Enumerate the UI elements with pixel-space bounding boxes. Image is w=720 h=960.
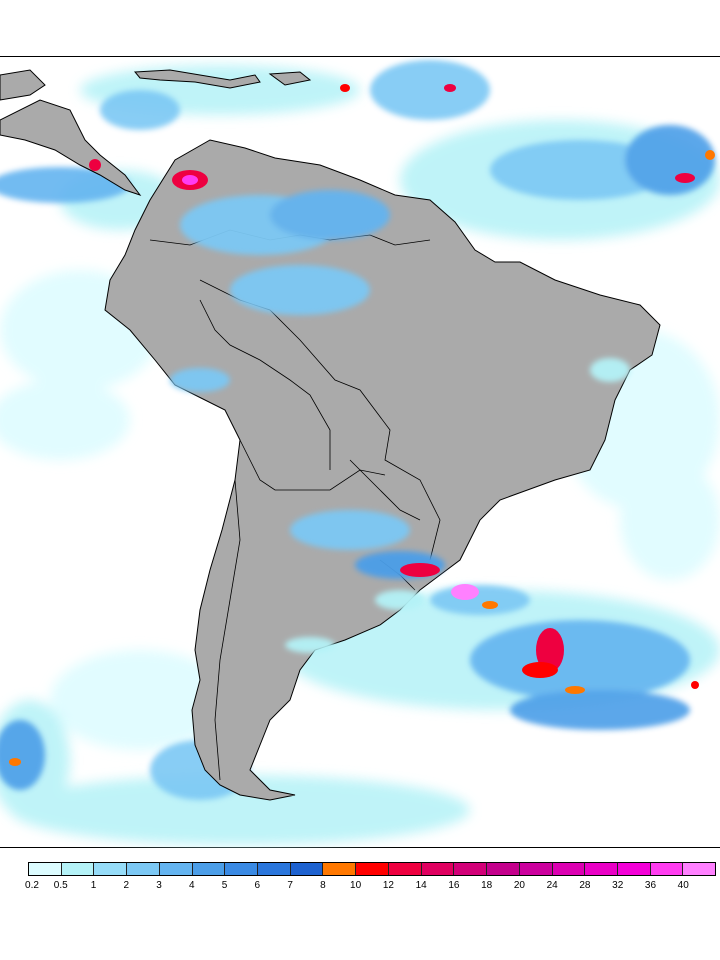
legend-tick-label: 1 (90, 880, 97, 891)
legend-swatch (159, 863, 193, 875)
legend-swatch (61, 863, 95, 875)
legend-tick-label: 36 (644, 880, 657, 891)
central-america-north (0, 69, 46, 101)
legend-tick-label: 40 (677, 880, 689, 891)
legend-swatch (356, 863, 389, 875)
legend-swatch (290, 863, 324, 875)
legend-tick-label: 10 (350, 880, 362, 891)
legend-tick-label: 28 (579, 880, 591, 891)
legend-tick-label: 14 (415, 880, 427, 891)
legend-tick-label: 6 (254, 880, 261, 891)
legend-tick-label: 24 (546, 880, 558, 891)
legend-swatch (192, 863, 226, 875)
legend-tick-label: 8 (320, 880, 326, 891)
legend-swatch (454, 863, 488, 875)
legend-swatch (258, 863, 291, 875)
hispaniola-island (268, 71, 312, 86)
legend-tick-label: 5 (221, 880, 228, 891)
legend-swatch (552, 863, 586, 875)
legend-tick-label: 16 (448, 880, 460, 891)
legend-tick-label: 0.5 (53, 880, 68, 891)
legend-swatch (127, 863, 160, 875)
legend-tick-label: 12 (382, 880, 394, 891)
central-america-land (0, 99, 142, 196)
legend-swatch (585, 863, 618, 875)
legend-tick-label: 32 (612, 880, 624, 891)
legend-tick-label: 2 (123, 880, 130, 891)
legend-swatch (225, 863, 259, 875)
legend-tick-label: 20 (513, 880, 525, 891)
legend-swatch (421, 863, 455, 875)
legend-tick-label: 7 (287, 880, 293, 891)
legend-swatch (683, 863, 716, 875)
precipitation-map (0, 60, 720, 845)
precip-legend-colorbar (28, 862, 716, 876)
legend-swatch (617, 863, 651, 875)
legend-swatch (519, 863, 553, 875)
legend-tick-label: 3 (156, 880, 162, 891)
heavy-precip-cores (9, 84, 715, 766)
legend-swatch (487, 863, 520, 875)
legend-swatch (650, 863, 684, 875)
legend-tick-label: 0.2 (25, 880, 39, 891)
legend-tick-label: 18 (481, 880, 493, 891)
ocean-precip-moderate (0, 60, 715, 800)
legend-swatch (323, 863, 357, 875)
cuba-island (133, 69, 261, 89)
legend-swatch (94, 863, 128, 875)
legend-tick-label: 4 (189, 880, 195, 891)
legend-swatch (388, 863, 422, 875)
map-frame (0, 56, 720, 848)
legend-swatch (29, 863, 62, 875)
precip-legend-labels: 0.2 0.5 1 2 3 4 5 6 7 8 10 12 14 16 18 20 24 28 32 36 40 (25, 880, 716, 896)
